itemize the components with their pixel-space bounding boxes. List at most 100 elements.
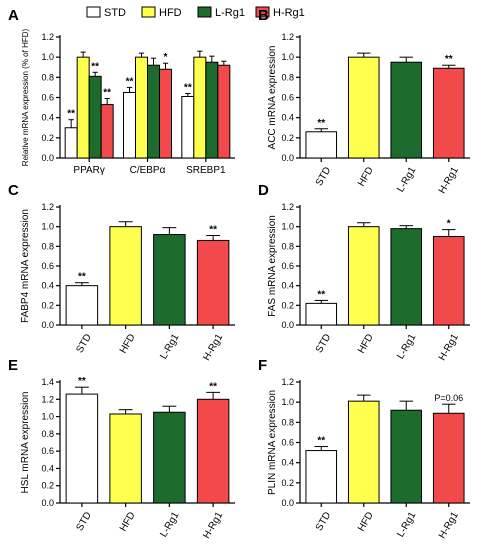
x-tick-label: L-Rg1 <box>158 510 181 539</box>
x-tick-label: STD <box>314 165 334 188</box>
x-tick-label: L-Rg1 <box>395 510 418 539</box>
y-tick-label: 0.6 <box>281 438 294 448</box>
chart-panel-c: C 0.0 0.2 0.4 0.6 0.8 1.0 1.2 FABP4 mRNA express… <box>8 182 235 363</box>
panel-letter: C <box>8 182 19 199</box>
y-tick-label: 0.2 <box>281 478 294 488</box>
significance-label: ** <box>91 61 99 72</box>
y-tick-label: 1.2 <box>281 377 294 387</box>
bar <box>65 393 99 504</box>
panel-letter: E <box>8 357 18 374</box>
y-tick-label: 0.8 <box>281 241 294 251</box>
legend-label: STD <box>104 7 126 19</box>
bar <box>305 131 338 159</box>
y-axis-label: ACC mRNA expression <box>267 46 278 150</box>
significance-label: ** <box>209 225 217 236</box>
bar <box>305 450 338 504</box>
bar <box>347 400 380 504</box>
x-tick-label: H-Rg1 <box>437 332 461 363</box>
bar <box>153 234 186 326</box>
chart-panel-e: E 0.0 0.2 0.4 0.6 0.8 1.0 1.2 1.4 HSL mRNA expres… <box>8 357 235 541</box>
y-tick-label: 0.6 <box>41 93 54 103</box>
bar <box>390 61 423 159</box>
bar <box>432 236 465 326</box>
y-tick-label: 1.2 <box>281 202 294 212</box>
legend-swatch <box>255 6 270 18</box>
legend-label: L-Rg1 <box>215 7 245 19</box>
x-tick-label: HFD <box>118 510 138 533</box>
significance-label: ** <box>78 272 86 283</box>
legend-label: H-Rg1 <box>273 7 305 19</box>
bar <box>196 239 230 326</box>
bar <box>432 67 465 159</box>
panel-letter: B <box>258 7 269 24</box>
panel-letter: A <box>8 7 19 24</box>
x-tick-label: H-Rg1 <box>437 165 461 196</box>
x-tick-label: L-Rg1 <box>395 165 418 194</box>
bar <box>347 56 380 159</box>
y-tick-label: 0.4 <box>41 113 54 123</box>
bar <box>181 95 195 159</box>
panel-letter: F <box>258 357 267 374</box>
x-tick-label: H-Rg1 <box>201 332 225 363</box>
legend-swatch <box>141 6 156 18</box>
y-tick-label: 0.0 <box>41 498 54 508</box>
bar <box>76 56 90 159</box>
y-tick-label: 0.4 <box>281 281 294 291</box>
bar <box>109 226 142 326</box>
chart-panel-a: A 0.0 0.2 0.4 0.6 0.8 1.0 1.2 Relative mRNA expr… <box>8 7 235 176</box>
bar <box>64 127 78 159</box>
y-tick-label: 0.6 <box>41 261 54 271</box>
y-axis-label: Relative mRNA expression (% of HFD) <box>21 28 30 166</box>
x-tick-label: H-Rg1 <box>437 510 461 541</box>
bar <box>159 68 172 159</box>
y-tick-label: 0.8 <box>41 72 54 82</box>
y-tick-label: 0.0 <box>281 320 294 330</box>
x-tick-label: STD <box>74 510 94 533</box>
y-tick-label: 1.2 <box>41 394 54 404</box>
bar <box>109 413 142 504</box>
y-tick-label: 0.6 <box>281 261 294 271</box>
significance-label: ** <box>317 289 325 300</box>
bar <box>88 75 102 159</box>
x-tick-label: HFD <box>118 332 138 355</box>
legend-swatch <box>197 6 212 18</box>
x-tick-label: PPARγ <box>73 165 105 176</box>
x-tick-label: C/EBPα <box>130 165 166 176</box>
significance-label: ** <box>126 76 134 87</box>
y-tick-label: 0.8 <box>281 72 294 82</box>
y-tick-label: 0.4 <box>281 458 294 468</box>
x-tick-label: HFD <box>356 332 376 355</box>
bar <box>123 91 136 159</box>
panel-letter: D <box>258 182 269 199</box>
x-tick-label: L-Rg1 <box>395 332 418 361</box>
bar <box>153 411 186 504</box>
x-tick-label: STD <box>314 332 334 355</box>
y-tick-label: 1.0 <box>41 412 54 422</box>
y-tick-label: 0.4 <box>41 463 54 473</box>
significance-label: ** <box>78 376 86 387</box>
significance-label: ** <box>445 54 453 65</box>
y-axis-label: HSL mRNA expression <box>20 392 31 494</box>
y-tick-label: 0.0 <box>41 320 54 330</box>
y-tick-label: 1.4 <box>41 377 54 387</box>
y-tick-label: 0.4 <box>281 113 294 123</box>
bar <box>205 61 219 159</box>
bar <box>305 302 338 326</box>
y-tick-label: 0.8 <box>281 417 294 427</box>
significance-label: ** <box>317 436 325 447</box>
bar <box>147 64 160 159</box>
significance-label: ** <box>67 109 75 120</box>
bar <box>390 409 423 504</box>
bar <box>347 226 380 326</box>
y-tick-label: 0.6 <box>281 93 294 103</box>
y-tick-label: 0.2 <box>41 481 54 491</box>
y-tick-label: 0.6 <box>41 446 54 456</box>
y-tick-label: 1.0 <box>281 397 294 407</box>
y-axis-label: FABP4 mRNA expression <box>20 209 31 323</box>
significance-label: P=0.06 <box>434 393 463 403</box>
y-tick-label: 0.2 <box>41 133 54 143</box>
y-tick-label: 0.2 <box>281 300 294 310</box>
x-tick-label: STD <box>74 332 94 355</box>
y-tick-label: 0.8 <box>41 429 54 439</box>
